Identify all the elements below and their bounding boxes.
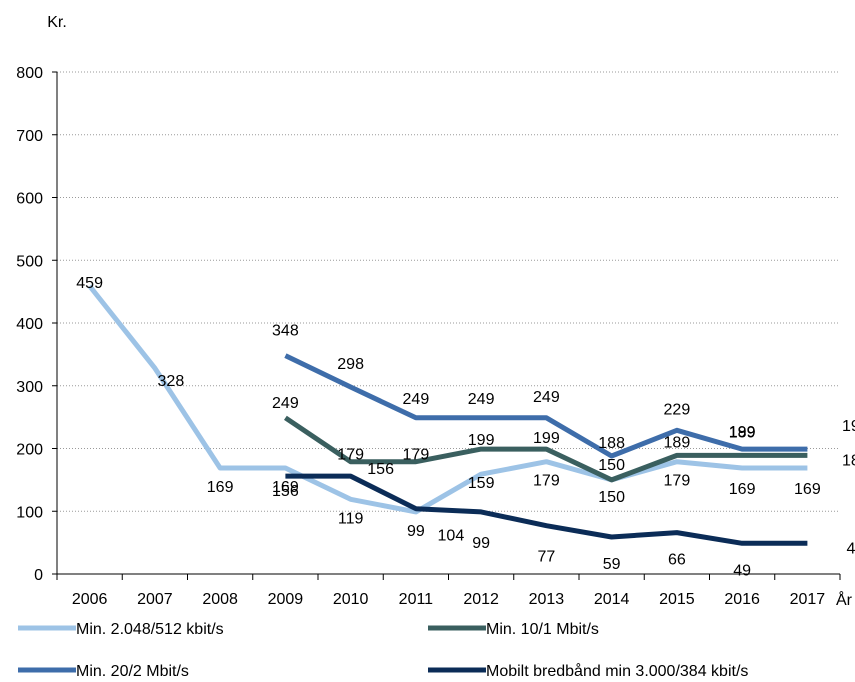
data-label: 156: [272, 483, 299, 500]
data-label: 150: [598, 489, 625, 506]
y-tick-label: 400: [16, 316, 43, 333]
data-label: 199: [842, 418, 855, 435]
y-tick-label: 500: [16, 253, 43, 270]
y-tick-label: 700: [16, 128, 43, 145]
x-tick-label: 2012: [463, 591, 499, 608]
series-line-3: [284, 353, 808, 459]
legend-label: Min. 10/1 Mbit/s: [486, 621, 599, 638]
data-label: 169: [272, 479, 299, 496]
series-line-1: [87, 284, 808, 515]
y-tick-label: 0: [34, 567, 43, 584]
series-line-4: [285, 473, 808, 546]
x-tick-label: 2010: [333, 591, 369, 608]
data-label: 249: [403, 391, 430, 408]
x-tick-label: 2016: [724, 591, 760, 608]
data-label: 189: [729, 424, 756, 441]
x-tick-label: 2009: [268, 591, 304, 608]
axes: [56, 72, 840, 575]
data-label: 459: [76, 275, 103, 292]
data-label: 249: [272, 395, 299, 412]
y-tick-label: 600: [16, 191, 43, 208]
legend: Min. 2.048/512 kbit/s Min. 10/1 Mbit/s Min…: [18, 621, 748, 680]
x-tick-label: 2007: [137, 591, 173, 608]
data-label: 156: [367, 461, 394, 478]
data-label: 49: [846, 540, 855, 557]
y-axis-title: Kr.: [47, 14, 67, 31]
data-label: 77: [537, 549, 555, 566]
y-tick-label: 300: [16, 379, 43, 396]
data-label: 59: [603, 556, 621, 573]
data-label: 229: [664, 401, 691, 418]
data-label: 99: [407, 523, 425, 540]
y-tick-label: 200: [16, 442, 43, 459]
x-tick-label: 2013: [529, 591, 565, 608]
x-tick-label: 2017: [790, 591, 826, 608]
data-label: 99: [472, 535, 490, 552]
x-tick-label: 2008: [202, 591, 238, 608]
gridlines: [52, 71, 841, 580]
data-label: 199: [729, 424, 756, 441]
legend-label: Min. 2.048/512 kbit/s: [76, 621, 224, 638]
data-label: 159: [468, 475, 495, 492]
data-label: 189: [842, 452, 855, 469]
data-label: 119: [338, 510, 364, 527]
x-tick-label: 2014: [594, 591, 630, 608]
y-tick-labels: 0 100 200 300 400 500 600 700 800: [16, 65, 43, 584]
data-label: 199: [468, 432, 495, 449]
series-lines: [87, 284, 808, 546]
data-label: 249: [533, 389, 560, 406]
data-label: 249: [468, 391, 495, 408]
y-tick-label: 100: [16, 504, 43, 521]
data-label: 169: [207, 479, 234, 496]
data-label: 104: [438, 528, 465, 545]
data-label: 179: [664, 473, 691, 490]
data-label: 179: [403, 447, 430, 464]
x-tick-label: 2011: [399, 591, 434, 608]
x-tick-label: 2006: [72, 591, 108, 608]
data-label: 298: [337, 356, 364, 373]
data-label: 150: [598, 457, 625, 474]
series-line-2: [284, 415, 808, 483]
data-label: 189: [664, 434, 691, 451]
y-tick-label: 800: [16, 65, 43, 82]
x-tick-labels: 2006 2007 2008 2009 2010 2011 2012 2013 2014 2015…: [72, 591, 825, 608]
data-label: 199: [533, 430, 560, 447]
x-tick-label: 2015: [659, 591, 695, 608]
data-label: 328: [158, 373, 185, 390]
data-label: 169: [729, 481, 756, 498]
data-labels: 459 328 169 169 119 99 159 179 150 179 169 169 249 17…: [76, 275, 855, 579]
legend-label: Min. 20/2 Mbit/s: [76, 663, 189, 680]
data-label: 169: [794, 481, 821, 498]
legend-label: Mobilt bredbånd min 3.000/384 kbit/s: [486, 662, 748, 680]
data-label: 179: [533, 473, 560, 490]
data-label: 66: [668, 552, 686, 569]
data-label: 348: [272, 323, 299, 340]
data-label: 49: [733, 562, 751, 579]
x-axis-title: År: [836, 590, 853, 609]
data-label: 188: [598, 435, 625, 452]
data-label: 179: [337, 447, 364, 464]
